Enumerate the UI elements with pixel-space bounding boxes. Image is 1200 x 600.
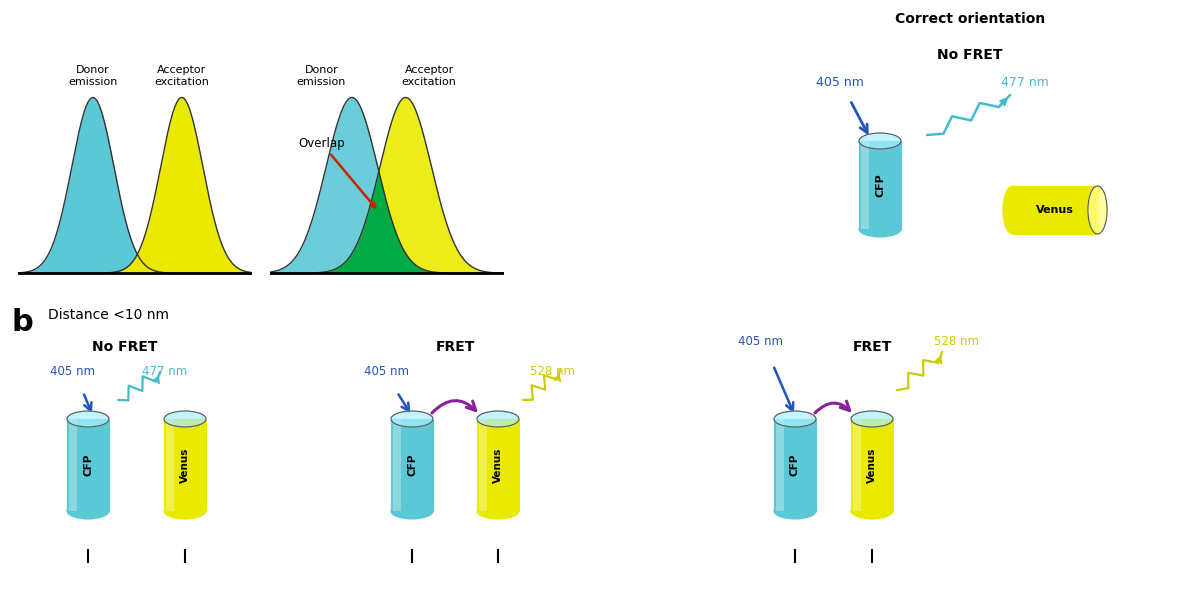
Ellipse shape: [478, 411, 520, 427]
Text: CFP: CFP: [790, 454, 800, 476]
Text: Donor
emission: Donor emission: [296, 65, 346, 87]
Bar: [776, 419, 784, 511]
Text: Acceptor
excitation: Acceptor excitation: [155, 65, 209, 87]
Ellipse shape: [391, 411, 433, 427]
Ellipse shape: [67, 503, 109, 519]
Bar: [774, 419, 816, 511]
Bar: [478, 419, 520, 511]
Ellipse shape: [67, 411, 109, 427]
Text: No FRET: No FRET: [92, 340, 157, 354]
Text: CFP: CFP: [83, 454, 94, 476]
Bar: [394, 419, 401, 511]
Bar: [1013, 186, 1098, 234]
Bar: [853, 419, 860, 511]
Text: Venus: Venus: [868, 448, 877, 482]
Text: Venus: Venus: [1036, 205, 1074, 215]
Text: 477 nm: 477 nm: [1001, 76, 1049, 88]
Text: 405 nm: 405 nm: [365, 365, 409, 378]
Ellipse shape: [859, 221, 901, 237]
Text: 477 nm: 477 nm: [143, 365, 187, 378]
Text: Venus: Venus: [493, 448, 503, 482]
Text: FRET: FRET: [436, 340, 475, 354]
Text: No FRET: No FRET: [937, 48, 1003, 62]
Ellipse shape: [851, 503, 893, 519]
Text: 528 nm: 528 nm: [934, 335, 979, 348]
Text: 405 nm: 405 nm: [738, 335, 782, 348]
Text: CFP: CFP: [875, 173, 886, 197]
Ellipse shape: [391, 503, 433, 519]
Text: Distance <10 nm: Distance <10 nm: [48, 308, 169, 322]
Bar: [391, 419, 433, 511]
Bar: [166, 419, 174, 511]
Bar: [862, 141, 869, 229]
Text: Venus: Venus: [180, 448, 190, 482]
Ellipse shape: [859, 133, 901, 149]
Bar: [164, 419, 206, 511]
Text: b: b: [12, 308, 34, 337]
Ellipse shape: [164, 411, 206, 427]
Text: 528 nm: 528 nm: [530, 365, 576, 378]
Ellipse shape: [1003, 186, 1022, 234]
Bar: [859, 141, 901, 229]
Bar: [479, 419, 487, 511]
Ellipse shape: [851, 411, 893, 427]
Bar: [70, 419, 77, 511]
Text: 405 nm: 405 nm: [816, 76, 864, 88]
Text: Acceptor
excitation: Acceptor excitation: [402, 65, 456, 87]
Ellipse shape: [774, 503, 816, 519]
Ellipse shape: [478, 503, 520, 519]
Text: Overlap: Overlap: [298, 137, 376, 208]
Ellipse shape: [774, 411, 816, 427]
Text: 405 nm: 405 nm: [50, 365, 96, 378]
Bar: [67, 419, 109, 511]
Text: FRET: FRET: [853, 340, 893, 354]
Ellipse shape: [1088, 186, 1108, 234]
Text: Correct orientation: Correct orientation: [895, 12, 1045, 26]
Bar: [851, 419, 893, 511]
Text: CFP: CFP: [407, 454, 418, 476]
Ellipse shape: [164, 503, 206, 519]
Text: Donor
emission: Donor emission: [68, 65, 118, 87]
